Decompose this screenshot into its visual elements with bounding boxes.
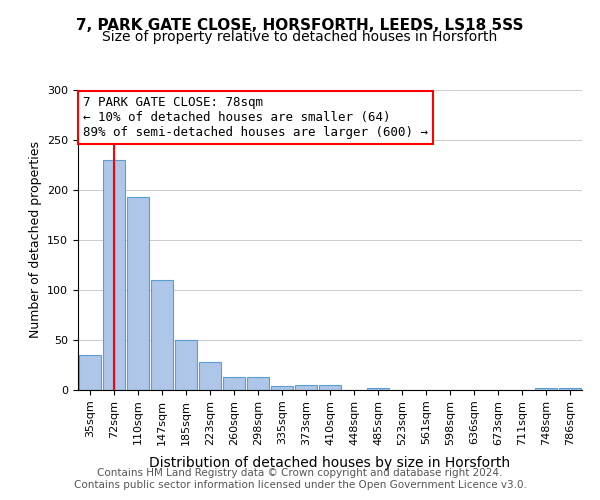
- Bar: [223, 377, 245, 390]
- Bar: [271, 386, 293, 390]
- Bar: [103, 160, 125, 390]
- Bar: [367, 388, 389, 390]
- Y-axis label: Number of detached properties: Number of detached properties: [29, 142, 41, 338]
- Text: Size of property relative to detached houses in Horsforth: Size of property relative to detached ho…: [103, 30, 497, 44]
- Bar: [247, 377, 269, 390]
- Bar: [79, 355, 101, 390]
- Bar: [295, 385, 317, 390]
- Bar: [127, 197, 149, 390]
- Text: 7, PARK GATE CLOSE, HORSFORTH, LEEDS, LS18 5SS: 7, PARK GATE CLOSE, HORSFORTH, LEEDS, LS…: [76, 18, 524, 32]
- Bar: [559, 388, 581, 390]
- Text: Contains HM Land Registry data © Crown copyright and database right 2024.
Contai: Contains HM Land Registry data © Crown c…: [74, 468, 526, 490]
- Bar: [535, 388, 557, 390]
- Text: 7 PARK GATE CLOSE: 78sqm
← 10% of detached houses are smaller (64)
89% of semi-d: 7 PARK GATE CLOSE: 78sqm ← 10% of detach…: [83, 96, 428, 139]
- Bar: [319, 385, 341, 390]
- Bar: [175, 340, 197, 390]
- X-axis label: Distribution of detached houses by size in Horsforth: Distribution of detached houses by size …: [149, 456, 511, 470]
- Bar: [151, 280, 173, 390]
- Bar: [199, 362, 221, 390]
